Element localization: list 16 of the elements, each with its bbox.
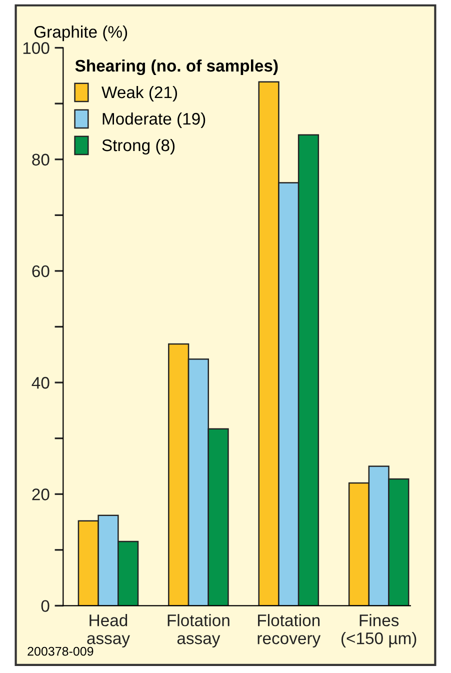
x-tick-label: Flotation recovery [258,614,321,648]
y-tick-label: 60 [32,265,50,278]
legend-label: Weak (21) [102,86,178,102]
y-axis-title: Graphite (%) [34,26,128,42]
y-tick-label: 40 [32,376,50,389]
y-tick-label: 20 [32,488,50,500]
legend-label: Moderate (19) [102,112,206,128]
x-tick-label: Fines (<150 µm) [341,614,416,648]
x-tick-label: Head assay [87,614,130,648]
y-tick-label: 80 [32,154,50,166]
legend-label: Strong (8) [102,138,175,155]
y-tick-label: 100 [23,42,50,54]
text: 200378-009 [28,646,94,656]
x-tick-label: Flotation assay [168,614,230,648]
y-tick-label: 0 [41,600,50,612]
legend-title: Shearing (no. of samples) [75,59,278,76]
